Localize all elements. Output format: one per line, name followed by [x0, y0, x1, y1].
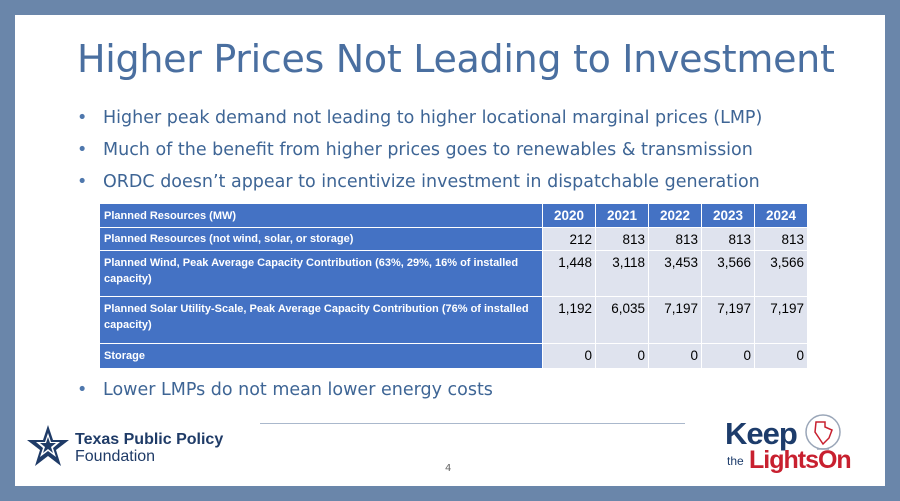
table-cell: 1,448: [542, 250, 596, 297]
table-cell: 7,197: [648, 296, 702, 344]
table-cell: 0: [754, 343, 808, 369]
footer-divider: [260, 423, 685, 424]
table-cell: 6,035: [595, 296, 649, 344]
table-cell: 3,566: [701, 250, 755, 297]
table-cell: 813: [595, 227, 649, 251]
bullet-item: Higher peak demand not leading to higher…: [77, 105, 762, 137]
logo-the: the: [727, 454, 744, 468]
tppf-name-line1: Texas Public Policy: [75, 431, 224, 448]
keep-the-lights-on-logo: Keep the LightsOn: [715, 410, 875, 482]
table-row: Planned Wind, Peak Average Capacity Cont…: [99, 250, 808, 297]
tppf-name-line2: Foundation: [75, 448, 156, 465]
table-cell: 1,192: [542, 296, 596, 344]
table-cell: 212: [542, 227, 596, 251]
page-number: 4: [445, 463, 452, 474]
row-label: Planned Resources (not wind, solar, or s…: [99, 227, 543, 251]
table-cell: 0: [701, 343, 755, 369]
planned-resources-table: Planned Resources (MW) 2020 2021 2022 20…: [99, 203, 808, 369]
logo-keep: Keep: [725, 416, 798, 451]
table-header-label: Planned Resources (MW): [99, 203, 543, 228]
table-row: Storage 0 0 0 0 0: [99, 343, 808, 369]
star-icon: [27, 425, 69, 466]
table-cell: 3,453: [648, 250, 702, 297]
year-header: 2020: [542, 203, 596, 228]
table-cell: 813: [648, 227, 702, 251]
table-header-row: Planned Resources (MW) 2020 2021 2022 20…: [99, 203, 808, 228]
table-cell: 0: [542, 343, 596, 369]
year-header: 2021: [595, 203, 649, 228]
table-cell: 0: [595, 343, 649, 369]
table-cell: 7,197: [754, 296, 808, 344]
bullet-item: Lower LMPs do not mean lower energy cost…: [77, 377, 493, 403]
table-row: Planned Solar Utility-Scale, Peak Averag…: [99, 296, 808, 344]
year-header: 2024: [754, 203, 808, 228]
year-header: 2022: [648, 203, 702, 228]
slide: Higher Prices Not Leading to Investment …: [15, 15, 885, 486]
table-cell: 7,197: [701, 296, 755, 344]
bullet-item: ORDC doesn’t appear to incentivize inves…: [77, 169, 762, 201]
lightbulb-icon: [805, 414, 841, 450]
table-cell: 3,118: [595, 250, 649, 297]
bullet-item: Much of the benefit from higher prices g…: [77, 137, 762, 169]
logo-lights-on: LightsOn: [749, 446, 852, 474]
row-label: Planned Solar Utility-Scale, Peak Averag…: [99, 296, 543, 344]
bullet-list: Higher peak demand not leading to higher…: [77, 105, 762, 201]
table-cell: 0: [648, 343, 702, 369]
tppf-name: Texas Public Policy Foundation: [75, 431, 223, 465]
year-header: 2023: [701, 203, 755, 228]
row-label: Planned Wind, Peak Average Capacity Cont…: [99, 250, 543, 297]
table-cell: 813: [701, 227, 755, 251]
slide-title: Higher Prices Not Leading to Investment: [77, 37, 835, 81]
row-label: Storage: [99, 343, 543, 369]
tppf-logo: Texas Public Policy Foundation: [25, 423, 223, 473]
bullet-list-bottom: Lower LMPs do not mean lower energy cost…: [77, 377, 493, 403]
table-cell: 3,566: [754, 250, 808, 297]
table-row: Planned Resources (not wind, solar, or s…: [99, 227, 808, 251]
table-cell: 813: [754, 227, 808, 251]
